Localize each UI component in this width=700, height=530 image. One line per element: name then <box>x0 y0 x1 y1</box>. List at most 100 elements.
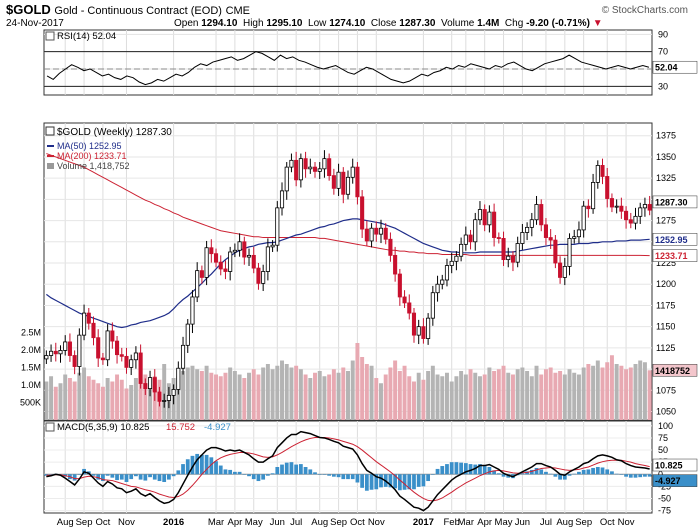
macd-tick-label: -50 <box>658 493 671 503</box>
macd-hist-bar <box>336 474 341 478</box>
ma50-line <box>46 218 650 329</box>
ma200-line <box>46 153 650 257</box>
candle-body <box>63 341 68 351</box>
volume-bar <box>397 371 402 420</box>
x-axis-label-bottom: Oct <box>350 517 365 528</box>
macd-hist-bar <box>119 474 124 480</box>
volume-bar <box>534 365 539 420</box>
macd-hist-bar <box>115 474 119 481</box>
macd-hist-bar <box>624 474 628 477</box>
macd-hist-bar <box>369 474 374 490</box>
volume-bar <box>350 360 355 420</box>
macd-line <box>46 430 650 512</box>
candle-body <box>115 340 120 356</box>
candle-body <box>383 227 388 240</box>
candle-body <box>261 271 266 284</box>
candle-body <box>510 255 516 263</box>
x-axis-label-bottom: Oct <box>96 517 111 528</box>
volume-bar <box>313 372 317 420</box>
candle-body <box>77 334 82 367</box>
candle-body <box>553 239 558 264</box>
candle-body <box>473 219 478 243</box>
volume-bar <box>562 374 567 420</box>
instrument-name: Gold - Continuous Contract (EOD) <box>54 5 222 17</box>
macd-hist-bar <box>496 473 501 475</box>
macd-hist-bar <box>492 470 496 475</box>
macd-tick-label: -75 <box>658 506 671 516</box>
volume-bar <box>605 362 610 420</box>
x-axis-label-bottom: 2016 <box>163 517 184 528</box>
volume-bar <box>185 367 190 420</box>
macd-hist-bar <box>327 474 332 476</box>
macd-hist-bar <box>341 474 346 480</box>
macd-hist-bar <box>544 471 548 475</box>
candle-body <box>44 355 49 360</box>
low-value: 1274.10 <box>329 18 366 29</box>
candle-body <box>289 159 294 168</box>
macd-hist-bar <box>360 474 365 488</box>
macd-hist-bar <box>407 474 412 490</box>
close-price-tag-box <box>652 195 698 209</box>
x-axis-label-bottom: Apr <box>227 517 242 528</box>
candle-body <box>543 224 549 238</box>
volume-bar <box>482 374 487 420</box>
candle-body <box>609 198 614 208</box>
volume-bar <box>181 371 186 420</box>
high-value: 1295.10 <box>266 18 303 29</box>
candle-body <box>642 204 647 209</box>
macd-hist-bar <box>628 474 633 478</box>
candle-body <box>534 204 539 221</box>
volume-bar <box>228 367 233 420</box>
macd-hist-bar <box>265 474 270 476</box>
candle-body <box>256 267 261 284</box>
candle-body <box>105 330 110 361</box>
x-axis-label-bottom: Jul <box>540 517 552 528</box>
volume-bar <box>256 374 261 420</box>
candle-body <box>558 262 563 278</box>
candle-body <box>360 196 365 230</box>
candle-body <box>138 352 143 384</box>
candle-body <box>185 323 190 346</box>
candle-body <box>195 270 200 298</box>
macd-hist-bar <box>548 473 553 475</box>
candle-body <box>223 268 228 272</box>
candle-body <box>58 350 63 355</box>
volume-bar <box>133 378 138 420</box>
macd-hist-bar <box>364 474 369 491</box>
macd-hist-bar <box>591 467 595 475</box>
candle-body <box>440 279 445 285</box>
macd-hist-bar <box>171 474 176 477</box>
x-axis-label-bottom: Sep <box>330 517 347 528</box>
open-value: 1294.10 <box>201 18 238 29</box>
x-axis-label-bottom: Aug <box>311 517 328 528</box>
candle-body <box>487 211 492 226</box>
macd-hist-bar <box>426 474 431 482</box>
candle-body <box>327 158 332 177</box>
x-axis-label-bottom: Jun <box>515 517 530 528</box>
macd-hist-bar <box>214 461 218 475</box>
volume-bar <box>647 370 652 420</box>
candle-body <box>143 383 148 390</box>
candle-body <box>548 237 553 241</box>
candle-body <box>322 158 327 170</box>
macd-hist-bar <box>539 469 544 475</box>
volume-bar <box>543 369 548 420</box>
candle-body <box>393 254 398 275</box>
candle-body <box>91 322 96 339</box>
macd-hist-bar <box>379 474 383 488</box>
candle-body <box>279 190 285 209</box>
volume-bar <box>383 374 388 420</box>
volume-bar <box>280 360 284 420</box>
volume-bar <box>416 372 421 420</box>
candle-body <box>628 219 633 224</box>
candle-body <box>53 350 58 355</box>
macd-hist-bar <box>167 474 171 480</box>
candle-body <box>595 165 600 183</box>
volume-legend-swatch <box>47 163 54 169</box>
candle-body <box>402 296 407 304</box>
candle-body <box>298 158 303 181</box>
macd-hist-bar <box>303 467 308 475</box>
macd-hist-bar <box>91 474 96 476</box>
volume-bar <box>510 374 515 420</box>
macd-panel <box>43 420 653 514</box>
